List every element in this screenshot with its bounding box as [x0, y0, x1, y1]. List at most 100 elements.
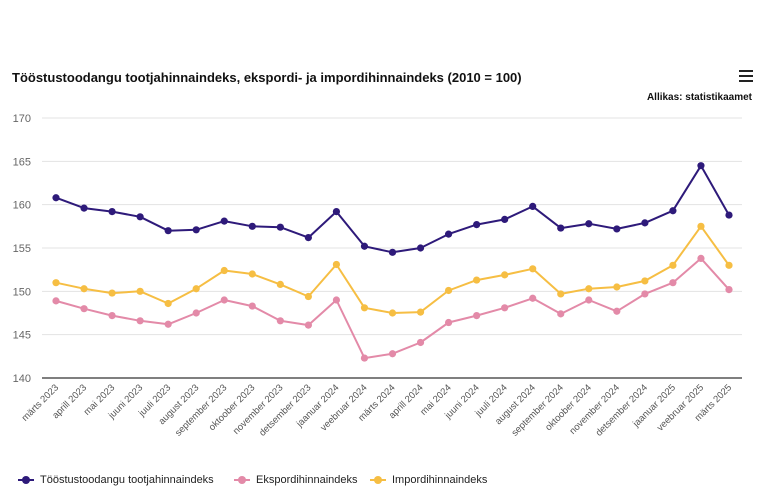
- legend-label: Impordihinnaindeks: [392, 474, 488, 486]
- data-point[interactable]: [444, 286, 453, 295]
- data-point[interactable]: [529, 265, 537, 273]
- data-point[interactable]: [725, 286, 733, 294]
- y-tick-label: 155: [13, 243, 31, 255]
- data-point[interactable]: [669, 279, 677, 287]
- data-point[interactable]: [416, 244, 425, 252]
- data-point[interactable]: [557, 224, 565, 232]
- data-point[interactable]: [725, 211, 733, 219]
- data-point[interactable]: [557, 310, 565, 318]
- y-tick-label: 165: [13, 156, 31, 168]
- data-point[interactable]: [613, 283, 621, 291]
- data-point[interactable]: [529, 202, 537, 210]
- data-point[interactable]: [444, 318, 453, 327]
- data-point[interactable]: [164, 299, 172, 308]
- data-point[interactable]: [192, 226, 200, 234]
- data-point[interactable]: [360, 354, 369, 362]
- data-point[interactable]: [52, 194, 60, 202]
- data-point[interactable]: [473, 276, 481, 284]
- data-point[interactable]: [80, 285, 88, 293]
- legend-label: Tööstustoodangu tootjahinnaindeks: [40, 474, 214, 486]
- data-point[interactable]: [501, 271, 509, 279]
- series-3: [52, 222, 733, 317]
- data-point[interactable]: [248, 222, 256, 230]
- data-point[interactable]: [613, 307, 621, 315]
- legend-label: Ekspordihinnaindeks: [256, 474, 358, 486]
- data-point[interactable]: [108, 312, 116, 320]
- legend-item-3[interactable]: Impordihinnaindeks: [370, 474, 487, 486]
- data-point[interactable]: [304, 321, 312, 329]
- data-point[interactable]: [192, 285, 200, 293]
- data-point[interactable]: [360, 304, 369, 312]
- data-point[interactable]: [388, 350, 397, 358]
- data-point[interactable]: [332, 296, 341, 304]
- data-point[interactable]: [192, 309, 200, 317]
- data-point[interactable]: [276, 317, 284, 325]
- data-point[interactable]: [697, 222, 705, 230]
- data-point[interactable]: [360, 242, 369, 250]
- chart-gridlines: [42, 117, 742, 379]
- data-point[interactable]: [276, 280, 284, 288]
- data-point[interactable]: [416, 338, 425, 347]
- data-point[interactable]: [557, 290, 565, 298]
- data-point[interactable]: [136, 317, 144, 325]
- data-point[interactable]: [80, 204, 88, 212]
- data-point[interactable]: [473, 312, 481, 320]
- data-point[interactable]: [136, 287, 144, 295]
- data-point[interactable]: [388, 248, 397, 256]
- data-point[interactable]: [444, 230, 453, 238]
- chart-title: Tööstustoodangu tootjahinnaindeks, ekspo…: [12, 70, 522, 85]
- data-point[interactable]: [725, 261, 733, 269]
- chart-source: Allikas: statistikaamet: [646, 92, 752, 103]
- data-point[interactable]: [501, 215, 509, 223]
- data-point[interactable]: [641, 290, 649, 298]
- data-point[interactable]: [585, 220, 593, 228]
- data-point[interactable]: [332, 260, 341, 269]
- data-point[interactable]: [304, 292, 312, 301]
- data-point[interactable]: [388, 309, 397, 317]
- data-point[interactable]: [164, 320, 172, 328]
- series-line: [55, 225, 730, 314]
- legend-marker-icon: [370, 475, 386, 485]
- data-point[interactable]: [669, 261, 677, 269]
- data-point[interactable]: [669, 207, 677, 215]
- data-point[interactable]: [529, 294, 537, 302]
- data-point[interactable]: [501, 304, 509, 312]
- y-tick-label: 140: [13, 373, 31, 385]
- data-point[interactable]: [248, 302, 256, 310]
- data-point[interactable]: [697, 254, 705, 262]
- legend-item-1[interactable]: Tööstustoodangu tootjahinnaindeks: [18, 474, 214, 486]
- data-point[interactable]: [304, 234, 312, 242]
- data-point[interactable]: [108, 289, 116, 297]
- data-point[interactable]: [276, 223, 284, 231]
- data-point[interactable]: [697, 162, 705, 170]
- data-point[interactable]: [248, 270, 256, 278]
- series-line: [55, 164, 730, 254]
- y-tick-label: 170: [13, 113, 31, 125]
- data-point[interactable]: [473, 221, 481, 229]
- chart-menu-icon[interactable]: [739, 70, 753, 82]
- y-tick-label: 160: [13, 200, 31, 212]
- data-point[interactable]: [641, 277, 649, 285]
- data-point[interactable]: [585, 296, 593, 304]
- data-point[interactable]: [220, 217, 228, 225]
- y-tick-label: 150: [13, 286, 31, 298]
- data-point[interactable]: [52, 279, 60, 287]
- data-point[interactable]: [52, 297, 60, 305]
- data-point[interactable]: [613, 225, 621, 233]
- legend-item-2[interactable]: Ekspordihinnaindeks: [234, 474, 358, 486]
- data-point[interactable]: [136, 213, 144, 221]
- data-point[interactable]: [416, 308, 425, 316]
- data-point[interactable]: [585, 285, 593, 293]
- data-point[interactable]: [80, 305, 88, 313]
- series-line: [55, 257, 730, 360]
- data-point[interactable]: [220, 296, 228, 304]
- data-point[interactable]: [641, 219, 649, 227]
- data-point[interactable]: [220, 266, 228, 275]
- data-point[interactable]: [108, 208, 116, 216]
- data-point[interactable]: [164, 227, 172, 235]
- y-axis-ticks: 140 145 150 155 160 165 170: [13, 113, 31, 385]
- data-point[interactable]: [332, 208, 341, 216]
- chart-legend: Tööstustoodangu tootjahinnaindeks Ekspord…: [0, 474, 768, 490]
